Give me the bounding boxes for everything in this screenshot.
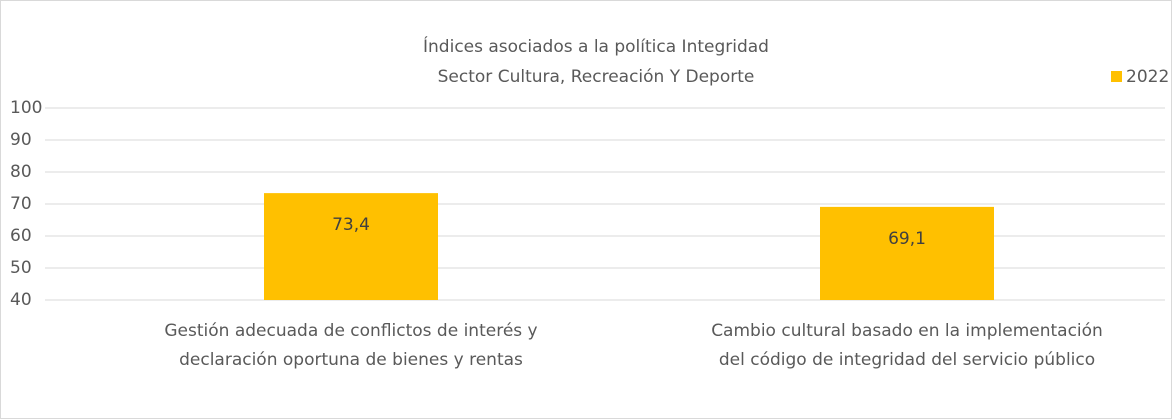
legend-swatch xyxy=(1111,71,1122,82)
x-tick-label: Cambio cultural basado en la implementac… xyxy=(711,321,1103,370)
y-tick-label: 40 xyxy=(10,290,32,310)
data-label: 69,1 xyxy=(888,229,926,249)
x-tick-label: Gestión adecuada de conflictos de interé… xyxy=(164,321,537,370)
chart-subtitle: Sector Cultura, Recreación Y Deporte xyxy=(438,67,755,87)
x-tick-label-line: declaración oportuna de bienes y rentas xyxy=(179,350,523,370)
y-tick-label: 60 xyxy=(10,226,32,246)
y-tick-label: 100 xyxy=(10,98,42,118)
data-label: 73,4 xyxy=(332,215,370,235)
bar xyxy=(264,193,438,300)
chart-title: Índices asociados a la política Integrid… xyxy=(423,35,769,57)
y-tick-label: 80 xyxy=(10,162,32,182)
x-tick-label-line: del código de integridad del servicio pú… xyxy=(719,350,1095,370)
y-tick-label: 70 xyxy=(10,194,32,214)
y-tick-label: 90 xyxy=(10,130,32,150)
x-tick-label-line: Gestión adecuada de conflictos de interé… xyxy=(164,321,537,341)
legend-label: 2022 xyxy=(1126,67,1169,87)
x-tick-label-line: Cambio cultural basado en la implementac… xyxy=(711,321,1103,341)
bar xyxy=(820,206,994,300)
y-tick-label: 50 xyxy=(10,258,32,278)
